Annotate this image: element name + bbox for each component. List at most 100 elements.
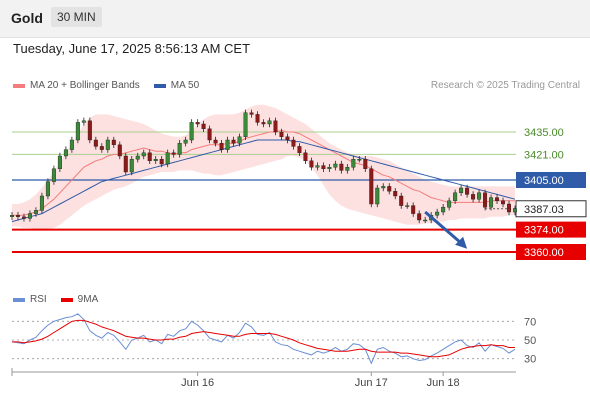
candle-body [117,144,122,157]
forecast-arrow-head-icon [455,236,468,249]
candle-body [303,152,308,162]
ma9-swatch-icon [60,297,73,302]
candle-body [441,206,446,213]
rsi-legend: RSI 9MA [13,294,112,305]
rsi-level-label-0: 70 [524,316,536,328]
candle-body [255,114,260,123]
level-label-1: 3421.00 [524,149,564,161]
x-tick-label-0: Jun 16 [181,377,214,389]
candle-body [417,213,422,221]
current-price-label: 3387.03 [524,204,564,216]
candle-body [501,200,506,205]
candle-body [393,190,398,197]
candle-body [357,158,362,161]
level-badge-4 [516,244,586,260]
level-badge-2 [516,172,586,188]
candle-body [447,200,452,208]
legend-ma9-label: 9MA [77,294,99,305]
candle-body [15,214,20,217]
candle-body [207,128,212,141]
credit-text: Research © 2025 Trading Central [430,80,580,91]
price-legend: MA 20 + Bollinger Bands MA 50 [13,80,213,91]
timestamp: Tuesday, June 17, 2025 8:56:13 AM CET [13,41,251,56]
header-bar: Gold 30 MIN [0,0,590,38]
candle-body [141,152,146,157]
candle-body [63,149,68,157]
candle-body [45,181,50,197]
candle-body [165,152,170,165]
candle-body [321,165,326,170]
candle-body [345,166,350,171]
candle-body [453,192,458,202]
candle-body [381,186,386,189]
candle-body [213,139,218,144]
candle-body [105,139,110,150]
candle-body [75,122,80,141]
candle-body [387,186,392,192]
candle-body [243,112,248,138]
rsi-swatch-icon [13,297,25,302]
candle-body [231,139,236,144]
legend-item-ma20: MA 20 + Bollinger Bands [13,80,140,91]
candle-body [21,216,26,219]
ma20-line [12,129,515,216]
candle-body [423,219,428,222]
timeframe-badge[interactable]: 30 MIN [51,7,102,27]
candle-body [375,187,380,205]
candle-body [147,152,152,162]
candle-body [129,158,134,173]
ma20-swatch-icon [13,83,25,88]
candle-body [267,120,272,125]
candle-body [471,194,476,200]
candle-body [279,131,284,138]
level-label-0: 3435.00 [524,127,564,139]
candle-body [69,139,74,150]
x-tick-label-1: Jun 17 [355,377,388,389]
candle-body [183,139,188,144]
candle-body [297,146,302,153]
candle-body [513,208,517,213]
candle-body [10,214,14,217]
candle-body [507,203,512,213]
candle-body [237,136,242,144]
candle-body [411,205,416,214]
candle-body [123,155,128,173]
candle-body [291,139,296,147]
candle-body [465,187,470,195]
candle-body [327,166,332,169]
candle-body [93,139,98,147]
candle-body [477,192,482,200]
ma50-line [11,139,516,223]
candle-body [369,168,374,205]
legend-item-ma9: 9MA [60,294,99,305]
instrument-title: Gold [11,10,43,26]
level-label-4: 3360.00 [524,247,564,259]
level-label-3: 3374.00 [524,225,564,237]
legend-rsi-label: RSI [30,294,47,305]
candle-body [111,139,116,145]
candle-body [495,197,500,202]
candle-body [459,187,464,194]
level-label-2: 3405.00 [524,175,564,187]
ma50-swatch-icon [153,83,166,88]
legend-ma50-label: MA 50 [170,80,200,91]
candle-body [399,195,404,206]
candle-body [99,146,104,150]
rsi-line [11,313,516,365]
candle-body [33,210,38,214]
level-badge-3 [516,221,586,238]
candle-body [261,122,266,125]
candle-body [177,142,182,155]
candle-body [81,120,86,123]
legend-item-ma50: MA 50 [153,80,200,91]
candle-body [435,211,440,216]
candle-body [351,158,356,168]
candle-body [405,205,410,207]
candle-body [87,120,92,141]
candle-body [189,122,194,141]
candle-body [333,163,338,168]
candle-body [171,152,176,155]
rsi-level-label-2: 30 [524,354,536,366]
candle-body [159,158,164,165]
